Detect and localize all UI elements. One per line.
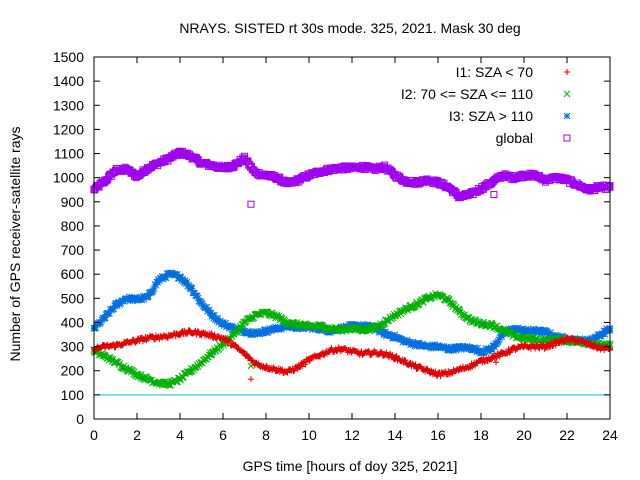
x-tick-label: 6: [219, 427, 227, 443]
outlier-point: [247, 200, 255, 208]
y-tick-label: 400: [61, 314, 85, 330]
series-3: [90, 147, 614, 202]
x-tick-label: 0: [90, 427, 98, 443]
outlier-point: [490, 191, 498, 199]
x-tick-label: 16: [430, 427, 446, 443]
y-tick-label: 300: [61, 339, 85, 355]
legend-marker: [563, 112, 571, 120]
y-tick-label: 800: [61, 218, 85, 234]
y-tick-label: 1400: [53, 73, 84, 89]
legend-label: global: [496, 130, 533, 146]
x-tick-label: 20: [516, 427, 532, 443]
legend-marker: [564, 69, 570, 75]
outlier-point: [493, 359, 500, 366]
x-tick-label: 18: [473, 427, 489, 443]
y-tick-label: 1100: [54, 146, 84, 162]
legend-marker: [563, 134, 571, 142]
y-tick-label: 1500: [53, 49, 84, 65]
y-tick-label: 900: [61, 194, 85, 210]
x-tick-label: 4: [176, 427, 184, 443]
x-tick-label: 8: [262, 427, 270, 443]
series-1: [90, 290, 614, 389]
x-tick-label: 14: [387, 427, 403, 443]
y-tick-label: 1200: [53, 121, 84, 137]
y-axis-label: Number of GPS receiver-satellite rays: [7, 127, 23, 362]
x-tick-label: 12: [344, 427, 360, 443]
y-tick-label: 0: [76, 411, 84, 427]
y-tick-label: 700: [61, 242, 85, 258]
x-tick-label: 24: [602, 427, 618, 443]
legend-label: I2: 70 <= SZA <= 110: [401, 86, 533, 102]
x-tick-label: 2: [133, 427, 141, 443]
outlier-point: [247, 376, 254, 383]
y-tick-label: 100: [61, 387, 85, 403]
y-tick-label: 1000: [53, 170, 84, 186]
legend-marker: [563, 90, 571, 98]
y-tick-label: 600: [61, 266, 85, 282]
x-tick-label: 10: [301, 427, 317, 443]
legend-label: I3: SZA > 110: [449, 108, 533, 124]
x-tick-label: 22: [559, 427, 575, 443]
y-tick-label: 200: [61, 363, 85, 379]
legend-label: I1: SZA < 70: [456, 64, 534, 80]
series-2: [90, 269, 614, 357]
y-tick-label: 1300: [53, 97, 84, 113]
data-point: [604, 183, 612, 191]
chart-title: NRAYS. SISTED rt 30s mode. 325, 2021. Ma…: [179, 20, 520, 36]
y-tick-label: 500: [61, 290, 85, 306]
x-axis-label: GPS time [hours of doy 325, 2021]: [243, 458, 458, 474]
